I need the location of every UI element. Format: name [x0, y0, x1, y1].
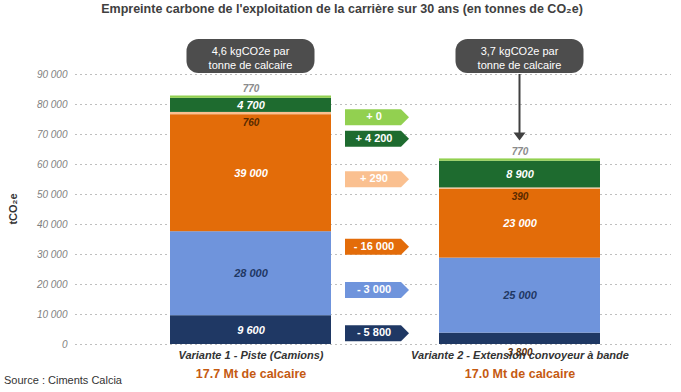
- svg-text:- 5 800: - 5 800: [357, 326, 391, 338]
- svg-text:390: 390: [512, 191, 529, 202]
- svg-text:10 000: 10 000: [37, 309, 68, 320]
- svg-text:770: 770: [512, 146, 529, 157]
- svg-text:70 000: 70 000: [37, 129, 68, 140]
- svg-text:39 000: 39 000: [234, 167, 269, 179]
- svg-text:+ 0: + 0: [366, 110, 382, 122]
- svg-text:tonne de calcaire: tonne de calcaire: [478, 59, 562, 71]
- svg-text:Variante 1 - Piste (Camions): Variante 1 - Piste (Camions): [178, 349, 323, 361]
- svg-text:40 000: 40 000: [37, 219, 68, 230]
- svg-text:17.0 Mt de calcaire: 17.0 Mt de calcaire: [465, 367, 576, 381]
- svg-text:tCO₂e: tCO₂e: [7, 193, 19, 224]
- svg-text:80 000: 80 000: [37, 99, 68, 110]
- svg-text:tonne de calcaire: tonne de calcaire: [209, 59, 293, 71]
- svg-text:760: 760: [243, 117, 260, 128]
- html-text:Empreinte carbone de l'exploit: Empreinte carbone de l'exploitation de l…: [101, 2, 583, 16]
- svg-text:4,6 kgCO2e par: 4,6 kgCO2e par: [212, 45, 290, 57]
- svg-text:23 000: 23 000: [502, 217, 538, 229]
- svg-text:770: 770: [243, 83, 260, 94]
- svg-text:0: 0: [62, 339, 68, 350]
- svg-text:+ 4 200: + 4 200: [355, 132, 392, 144]
- svg-text:3,7 kgCO2e par: 3,7 kgCO2e par: [481, 45, 559, 57]
- svg-text:20 000: 20 000: [36, 279, 68, 290]
- svg-text:17.7 Mt de calcaire: 17.7 Mt de calcaire: [196, 367, 307, 381]
- svg-text:4 700: 4 700: [236, 99, 265, 111]
- svg-text:+ 290: + 290: [360, 172, 388, 184]
- html-text:Source : Ciments Calcia: Source : Ciments Calcia: [4, 374, 122, 386]
- svg-text:30 000: 30 000: [37, 249, 68, 260]
- svg-text:90 000: 90 000: [37, 69, 68, 80]
- svg-text:Variante 2 - Extension convoye: Variante 2 - Extension convoyeur à bande: [411, 349, 629, 361]
- svg-text:8 900: 8 900: [506, 168, 534, 180]
- svg-text:50 000: 50 000: [37, 189, 68, 200]
- svg-text:60 000: 60 000: [37, 159, 68, 170]
- svg-text:9 600: 9 600: [237, 324, 265, 336]
- svg-text:- 16 000: - 16 000: [354, 240, 394, 252]
- svg-text:28 000: 28 000: [233, 267, 269, 279]
- svg-text:25 000: 25 000: [502, 289, 538, 301]
- svg-text:- 3 000: - 3 000: [357, 283, 391, 295]
